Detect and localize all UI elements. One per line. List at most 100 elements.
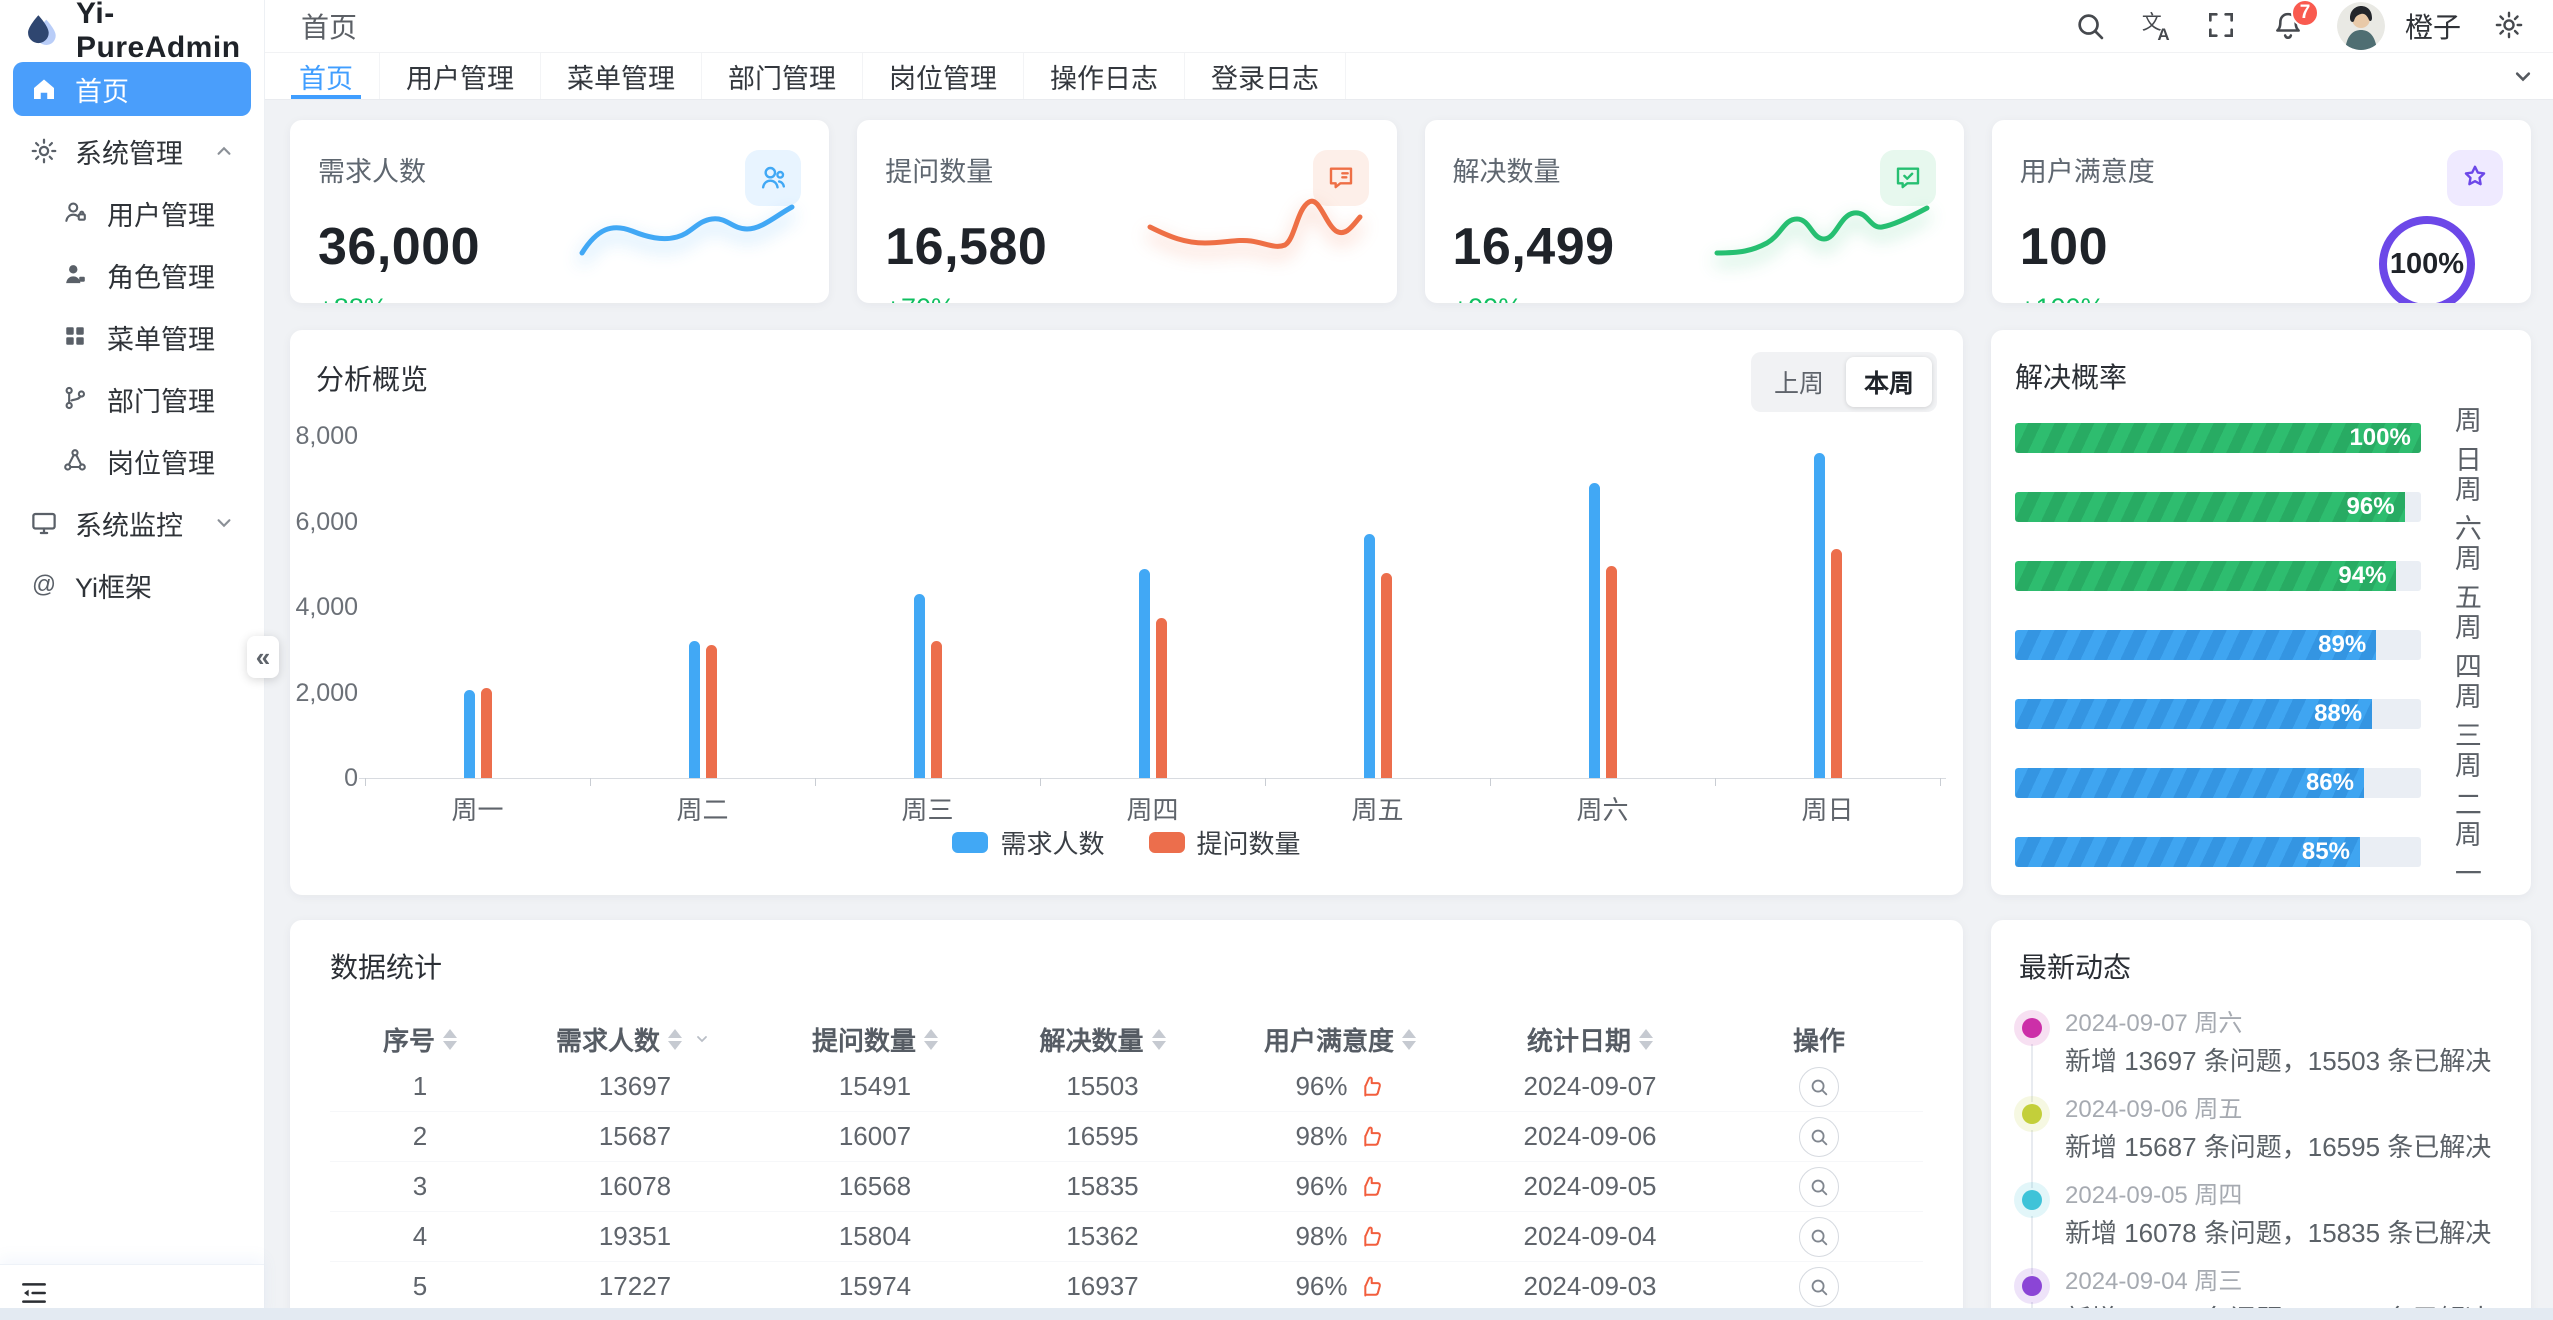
- cell-index: 2: [412, 1121, 428, 1151]
- column-header-解决数量[interactable]: 解决数量: [990, 1021, 1215, 1058]
- tab-部门管理[interactable]: 部门管理: [702, 53, 863, 99]
- progress-track: 94%: [2015, 561, 2421, 591]
- sidebar-item-角色管理[interactable]: 角色管理: [13, 248, 251, 302]
- svg-text:@: @: [32, 571, 56, 598]
- cell-solved: 16937: [1066, 1271, 1139, 1301]
- sort-carets-icon[interactable]: [1151, 1028, 1166, 1050]
- search-icon[interactable]: [2073, 9, 2107, 43]
- sidebar-item-首页[interactable]: 首页: [13, 62, 251, 116]
- sidebar-item-系统管理[interactable]: 系统管理: [13, 124, 251, 178]
- menu-fold-icon[interactable]: [18, 1277, 50, 1309]
- progress-fill: 89%: [2015, 630, 2377, 660]
- timeline-date: 2024-09-06 周五: [2065, 1096, 2243, 1123]
- view-row-button[interactable]: [1799, 1216, 1839, 1257]
- settings-icon[interactable]: [2493, 9, 2527, 43]
- tab-用户管理[interactable]: 用户管理: [380, 53, 541, 99]
- x-axis-label: 周二: [676, 795, 729, 825]
- column-header-提问数量[interactable]: 提问数量: [760, 1021, 990, 1058]
- filter-chevron-icon[interactable]: [690, 1027, 714, 1051]
- horizontal-scrollbar[interactable]: [0, 1308, 2553, 1320]
- timeline-dot: [2022, 1276, 2042, 1296]
- sidebar-item-用户管理[interactable]: 用户管理: [13, 186, 251, 240]
- progress-fill: 88%: [2015, 699, 2373, 729]
- sidebar-item-Yi框架[interactable]: @ Yi框架: [13, 558, 251, 612]
- cell-satisfaction: 96%: [1215, 1071, 1465, 1102]
- column-label: 操作: [1792, 1025, 1845, 1056]
- column-header-用户满意度[interactable]: 用户满意度: [1215, 1021, 1465, 1058]
- stat-value: 36,000: [318, 218, 481, 276]
- y-axis-tick: 4,000: [295, 593, 358, 621]
- sort-carets-icon[interactable]: [1639, 1028, 1653, 1050]
- legend-swatch: [952, 832, 989, 853]
- timeline-date: 2024-09-05 周四: [2065, 1182, 2243, 1209]
- view-row-button[interactable]: [1799, 1116, 1839, 1157]
- week-toggle: 上周 本周: [1750, 352, 1937, 412]
- stat-value: 16,499: [1452, 218, 1615, 276]
- timeline-connector: [2031, 1130, 2033, 1188]
- legend-需求人数[interactable]: 需求人数: [952, 824, 1105, 861]
- bar-需求人数-周日: [1813, 453, 1825, 778]
- tab-操作日志[interactable]: 操作日志: [1024, 53, 1185, 99]
- timeline-list: 2024-09-07 周六 新增 13697 条问题，15503 条已解决 2024…: [2019, 1008, 2503, 1320]
- bar-提问数量-周五: [1380, 573, 1392, 778]
- notification-badge: 7: [2290, 0, 2319, 27]
- y-axis-tick: 2,000: [295, 678, 358, 707]
- sidebar-item-label: 岗位管理: [107, 448, 215, 479]
- sidebar-item-菜单管理[interactable]: 菜单管理: [13, 310, 251, 364]
- progress-label: 周二: [2454, 751, 2482, 820]
- filter-chevron-icon: [697, 1036, 707, 1043]
- view-row-button[interactable]: [1799, 1266, 1839, 1307]
- timeline-item: 2024-09-07 周六 新增 13697 条问题，15503 条已解决: [2019, 1008, 2503, 1102]
- sort-carets-icon[interactable]: [443, 1028, 457, 1050]
- stat-title: 提问数量: [885, 157, 994, 187]
- sort-carets-icon[interactable]: [924, 1028, 938, 1050]
- sidebar-item-系统监控[interactable]: 系统监控: [13, 496, 251, 550]
- fullscreen-icon[interactable]: [2205, 9, 2239, 43]
- view-row-button[interactable]: [1799, 1066, 1839, 1107]
- progress-fill: 85%: [2015, 837, 2360, 867]
- column-header-需求人数[interactable]: 需求人数: [510, 1021, 760, 1058]
- timeline-item: 2024-09-05 周四新增 16078 条问题，15835 条已解决: [2019, 1180, 2503, 1274]
- bar-需求人数-周六: [1588, 483, 1600, 778]
- tabs-bar: 首页 用户管理 菜单管理 部门管理 岗位管理 操作日志 登录日志: [265, 53, 2553, 100]
- toggle-本周[interactable]: 本周: [1845, 357, 1932, 407]
- bar-提问数量-周二: [705, 645, 717, 778]
- app-logo[interactable]: Yi-PureAdmin: [0, 0, 264, 64]
- legend-提问数量[interactable]: 提问数量: [1148, 824, 1301, 861]
- cell-date: 2024-09-03: [1523, 1271, 1657, 1301]
- solve-row-周日: 100% 周日: [2015, 406, 2507, 475]
- tab-登录日志[interactable]: 登录日志: [1185, 53, 1346, 99]
- gear-icon: [31, 138, 57, 164]
- tabs-menu-chevron-icon[interactable]: [2509, 53, 2537, 99]
- timeline-text: 新增 16078 条问题，15835 条已解决: [2065, 1218, 2492, 1248]
- chevron-up-icon: [217, 146, 231, 155]
- bell-icon[interactable]: 7: [2271, 0, 2319, 43]
- bar-需求人数-周二: [688, 641, 700, 778]
- toggle-上周[interactable]: 上周: [1773, 370, 1824, 398]
- progress-track: 100%: [2015, 423, 2421, 453]
- sidebar-item-label: 首页: [75, 76, 129, 107]
- content: 需求人数 36,000 +88% 提问数量: [265, 100, 2553, 1320]
- thumb-up-icon: [1363, 1276, 1381, 1297]
- avatar[interactable]: [2336, 2, 2385, 50]
- sort-carets-icon[interactable]: [668, 1028, 682, 1050]
- bar-需求人数-周三: [913, 594, 925, 778]
- view-row-button[interactable]: [1799, 1166, 1839, 1207]
- tab-岗位管理[interactable]: 岗位管理: [863, 53, 1024, 99]
- column-header-统计日期[interactable]: 统计日期: [1465, 1021, 1715, 1058]
- sidebar-collapse-handle[interactable]: «: [247, 636, 279, 678]
- sort-carets-icon[interactable]: [1402, 1028, 1416, 1050]
- tab-菜单管理[interactable]: 菜单管理: [541, 53, 702, 99]
- solve-probability-card: 解决概率 100% 周日 96% 周六 94% 周五 89% 周四 88% 周三 86% 周二 85% 周…: [1991, 330, 2531, 895]
- chevron-down-icon: [217, 519, 231, 528]
- cell-question: 16568: [838, 1171, 912, 1201]
- sidebar-item-岗位管理[interactable]: 岗位管理: [13, 434, 251, 488]
- user-name[interactable]: 橙子: [2404, 12, 2461, 43]
- x-axis-label: 周一: [451, 795, 504, 825]
- cell-satisfaction: 98%: [1215, 1221, 1465, 1252]
- column-header-序号[interactable]: 序号: [330, 1021, 510, 1058]
- tab-首页[interactable]: 首页: [273, 53, 380, 99]
- sidebar-item-部门管理[interactable]: 部门管理: [13, 372, 251, 426]
